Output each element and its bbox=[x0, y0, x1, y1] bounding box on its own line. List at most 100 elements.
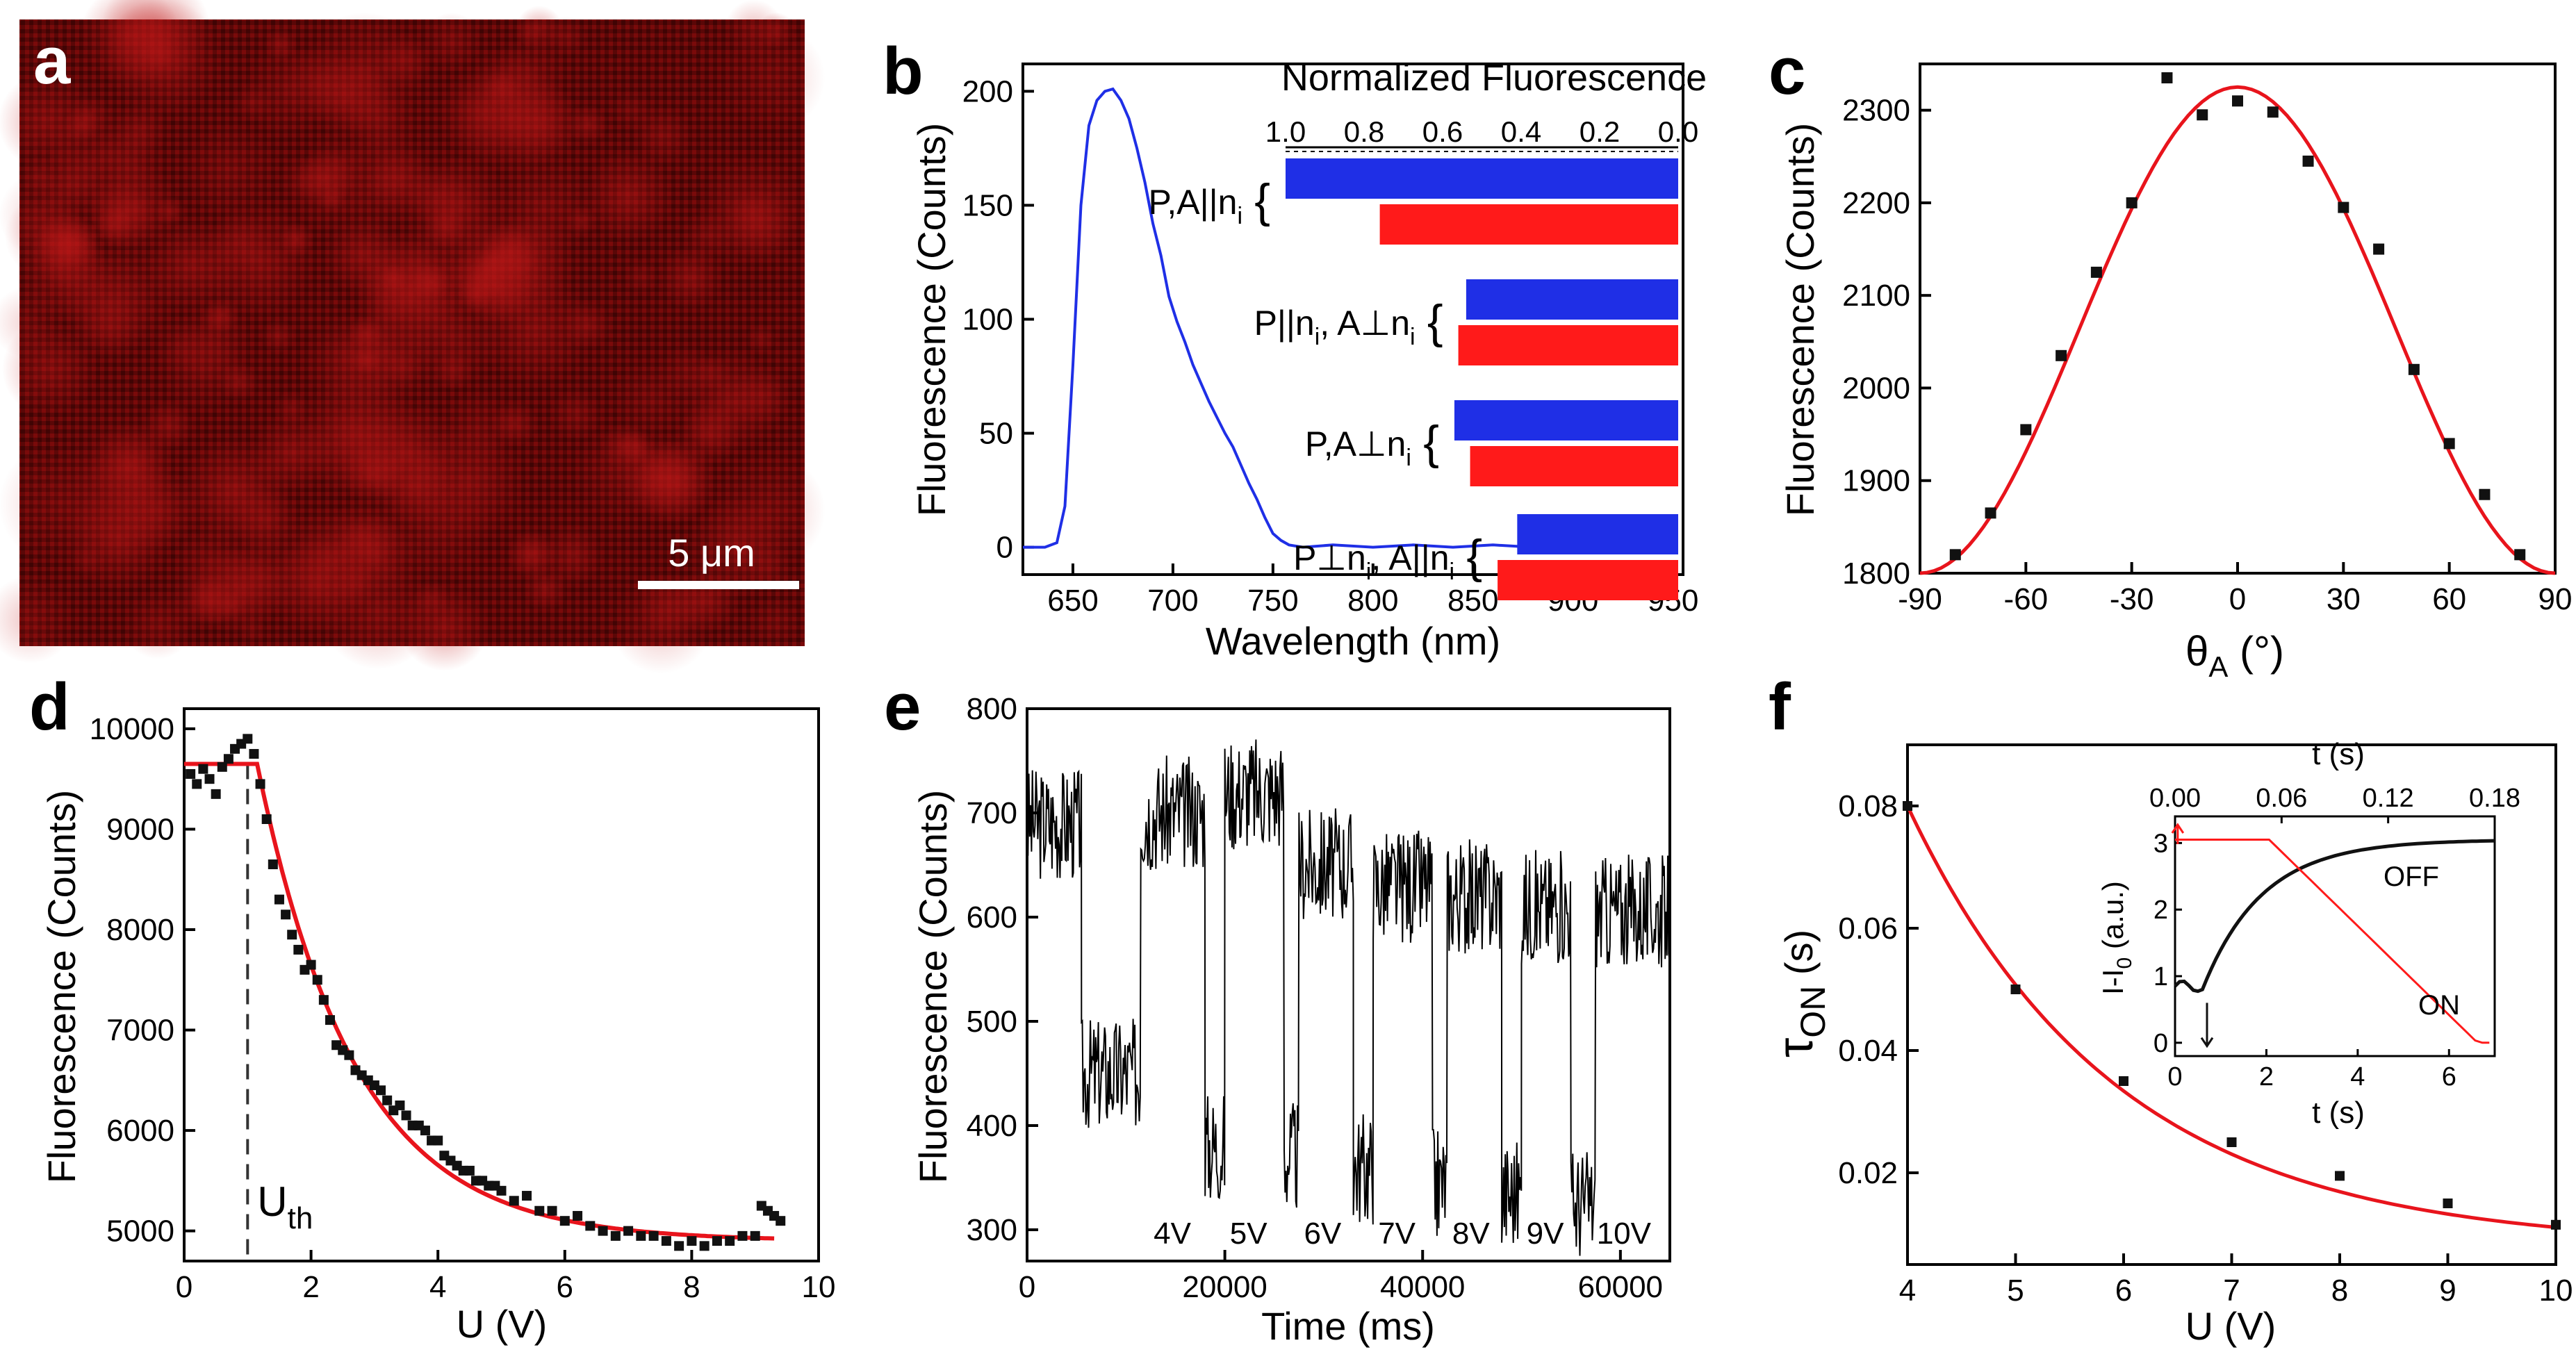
y-tick-label: 1800 bbox=[1842, 557, 1910, 591]
data-point bbox=[312, 975, 322, 985]
inset-top-tick-label: 0.00 bbox=[2149, 784, 2201, 813]
fluorescence-spot bbox=[732, 365, 794, 427]
fluorescence-spot bbox=[0, 575, 75, 664]
inset-y-axis-label: I-I0 (a.u.) bbox=[2097, 881, 2136, 995]
panel-label-f: f bbox=[1769, 670, 1791, 744]
panel-label-d: d bbox=[29, 670, 70, 744]
x-tick-label: 8 bbox=[683, 1270, 700, 1304]
y-axis-label-c: Fluorescence (Counts) bbox=[1778, 123, 1822, 516]
data-point bbox=[674, 1241, 684, 1251]
group-label-part: i bbox=[1315, 324, 1320, 350]
fluorescence-spot bbox=[453, 58, 570, 175]
data-point bbox=[2338, 201, 2349, 213]
data-point bbox=[1903, 801, 1912, 811]
fluorescence-spot bbox=[567, 104, 609, 145]
x-tick-label: 6 bbox=[557, 1270, 573, 1304]
data-point bbox=[255, 779, 265, 789]
y-tick-label: 2100 bbox=[1842, 279, 1910, 313]
y-tick-label: 500 bbox=[967, 1005, 1017, 1039]
fluorescence-spot bbox=[562, 300, 613, 351]
x-tick-label: 4 bbox=[1899, 1274, 1916, 1308]
group-label-part: , A⊥n bbox=[1320, 304, 1410, 343]
y-tick-label: 600 bbox=[967, 900, 1017, 934]
data-point bbox=[2514, 549, 2526, 561]
fluorescence-spot bbox=[745, 323, 777, 355]
plot-frame-c bbox=[1919, 63, 2557, 575]
x-tick-label: 60000 bbox=[1578, 1270, 1663, 1304]
fluorescence-spot bbox=[522, 566, 568, 613]
data-point bbox=[281, 909, 291, 920]
inset-y-tick-label: 2 bbox=[2153, 896, 2168, 925]
y-tick-label: 2300 bbox=[1842, 94, 1910, 128]
x-tick-label: -30 bbox=[2110, 582, 2154, 616]
data-point bbox=[318, 995, 329, 1005]
inset-tick-label: 0.2 bbox=[1580, 115, 1620, 148]
axes-d: 0 2 4 6 8 10 5000 6000 7000 8000 9000 10000 bbox=[90, 712, 836, 1304]
panel-label-c: c bbox=[1769, 34, 1805, 108]
y-tick-label: 100 bbox=[962, 303, 1013, 337]
data-points-c bbox=[1949, 72, 2526, 561]
group-label: P,A||ni bbox=[1149, 183, 1243, 229]
data-point bbox=[2267, 106, 2279, 118]
panel-d: d 0 2 4 6 8 10 5000 6000 7000 8000 9000 10000 Uth U… bbox=[29, 670, 835, 1346]
data-point bbox=[712, 1236, 722, 1246]
panel-f: f 4 5 6 7 8 9 100.020.040.060.08 U (V) τON (s)… bbox=[1768, 670, 2573, 1348]
fluorescence-spot bbox=[261, 318, 297, 354]
y-tick-label: 7000 bbox=[106, 1014, 174, 1048]
plot-frame-e bbox=[1026, 707, 1671, 1262]
data-point bbox=[268, 859, 278, 870]
data-point bbox=[776, 1216, 786, 1226]
bar-red bbox=[1498, 560, 1678, 600]
fluorescence-spot bbox=[79, 0, 181, 86]
x-tick-label: 10 bbox=[2539, 1274, 2573, 1308]
inset-top-tick-label: 0.06 bbox=[2256, 784, 2307, 813]
x-tick-label: 0 bbox=[2229, 582, 2246, 616]
voltage-label: 10V bbox=[1597, 1217, 1652, 1251]
fluorescence-spot bbox=[250, 412, 333, 495]
data-point bbox=[534, 1205, 545, 1216]
arrow-down-icon bbox=[2200, 1003, 2214, 1048]
fit-curve-d bbox=[184, 761, 775, 1241]
x-tick-label: 90 bbox=[2538, 582, 2573, 616]
inset-bottom-axis-label: t (s) bbox=[2312, 1096, 2365, 1130]
fluorescence-spot bbox=[742, 543, 793, 593]
data-point bbox=[211, 789, 221, 799]
fluorescence-spot bbox=[409, 424, 526, 541]
data-point bbox=[243, 734, 253, 744]
data-point bbox=[2226, 1137, 2237, 1147]
bar-blue bbox=[1286, 158, 1678, 199]
x-axis-label-c: θA (°) bbox=[2185, 628, 2284, 683]
fluorescence-spot bbox=[90, 162, 181, 253]
x-tick-label: 30 bbox=[2327, 582, 2361, 616]
y-tick-label: 0.04 bbox=[1838, 1034, 1898, 1068]
bar-blue bbox=[1454, 400, 1678, 440]
fluorescence-spot bbox=[515, 6, 564, 53]
fluorescence-spot bbox=[623, 258, 659, 295]
fluorescence-spot bbox=[632, 105, 694, 167]
fluorescence-spot bbox=[748, 595, 802, 650]
data-points-d bbox=[186, 734, 786, 1251]
y-axis-label-d: Fluorescence (Counts) bbox=[40, 790, 83, 1183]
data-point bbox=[325, 1015, 335, 1026]
on-curve bbox=[2175, 839, 2490, 1044]
data-point bbox=[699, 1241, 709, 1251]
x-axis-label-d: U (V) bbox=[457, 1302, 548, 1346]
data-point bbox=[217, 761, 227, 772]
data-points-f bbox=[1903, 801, 2561, 1230]
group-label-part: P||n bbox=[1254, 304, 1315, 343]
data-point bbox=[610, 1230, 621, 1241]
axes-c: -90 -60 -30 0 30 60 90 1800 1900 2000 2100 2200 2300 bbox=[1842, 94, 2572, 616]
x-tick-label: 650 bbox=[1047, 584, 1098, 618]
y-tick-label: 0.02 bbox=[1838, 1156, 1898, 1190]
y-tick-label: 150 bbox=[962, 188, 1013, 222]
x-axis-label-e: Time (ms) bbox=[1261, 1304, 1435, 1348]
data-point bbox=[1985, 507, 1996, 519]
panel-label-e: e bbox=[884, 670, 921, 744]
x-tick-label: 0 bbox=[176, 1270, 192, 1304]
x-tick-label: 5 bbox=[2007, 1274, 2024, 1308]
voltage-labels: 4V 5V 6V 7V 8V 9V 10V bbox=[1154, 1217, 1651, 1251]
data-point bbox=[2010, 985, 2021, 994]
data-point bbox=[636, 1230, 646, 1241]
inset-x-tick-label: 6 bbox=[2442, 1062, 2456, 1092]
data-point bbox=[376, 1085, 386, 1096]
